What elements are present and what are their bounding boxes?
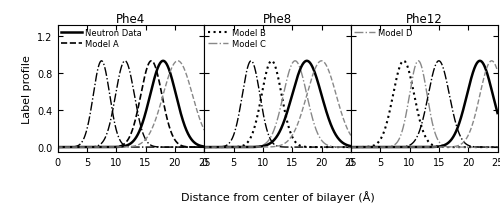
Legend: Model D: Model D xyxy=(354,28,414,39)
Title: Phe4: Phe4 xyxy=(116,13,146,26)
Legend: Neutron Data, Model A: Neutron Data, Model A xyxy=(60,28,142,49)
Text: Distance from center of bilayer (Å): Distance from center of bilayer (Å) xyxy=(180,190,374,202)
Title: Phe8: Phe8 xyxy=(263,13,292,26)
Y-axis label: Label profile: Label profile xyxy=(22,54,32,123)
Title: Phe12: Phe12 xyxy=(406,13,442,26)
Legend: Model B, Model C: Model B, Model C xyxy=(206,28,266,49)
